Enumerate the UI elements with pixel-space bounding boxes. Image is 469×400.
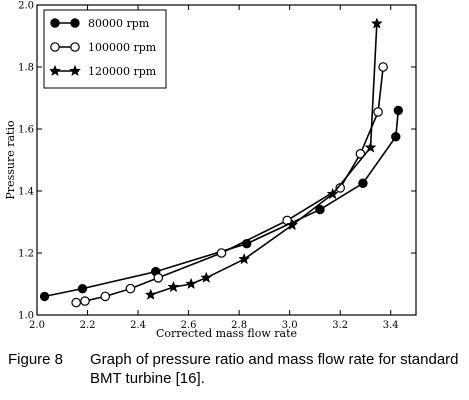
data-point — [100, 291, 111, 302]
data-point — [326, 187, 339, 200]
data-point — [144, 288, 157, 300]
data-point — [378, 62, 388, 72]
x-tick-label: 2.8 — [231, 320, 247, 331]
legend-label: 100000 rpm — [88, 41, 157, 54]
legend-entry: 100000 rpm — [50, 41, 157, 54]
y-tick-label: 1.8 — [18, 63, 34, 74]
x-tick-label: 3.4 — [383, 320, 399, 331]
x-tick-label: 2.0 — [29, 320, 45, 331]
series-2 — [144, 17, 383, 300]
legend-entries: 80000 rpm 100000 rpm 120000 rpm — [48, 17, 157, 78]
plot-frame — [36, 4, 417, 316]
data-point — [167, 280, 180, 293]
x-axis-label: Corrected mass flow rate — [156, 327, 297, 340]
legend-entry: 80000 rpm — [50, 17, 150, 30]
x-tick-label: 2.6 — [181, 320, 197, 331]
series-0 — [39, 105, 404, 302]
data-point — [39, 291, 50, 302]
data-point — [185, 277, 198, 290]
data-point — [391, 132, 401, 142]
data-point — [125, 283, 136, 294]
legend-marker — [50, 18, 60, 28]
series-line — [150, 23, 378, 296]
y-tick-label: 1.2 — [18, 249, 34, 260]
y-axis-label: Pressure ratio — [4, 120, 17, 200]
legend-marker — [48, 64, 62, 77]
data-point — [200, 271, 213, 283]
legend-marker — [50, 42, 60, 52]
legend-marker — [68, 64, 82, 77]
data-point — [71, 297, 81, 308]
data-point — [286, 218, 299, 231]
y-tick-label: 2.0 — [18, 1, 34, 12]
legend-label: 80000 rpm — [88, 17, 150, 30]
x-tick-label: 3.0 — [282, 320, 298, 331]
data-point — [315, 204, 325, 215]
x-tick-label: 3.2 — [332, 320, 348, 331]
data-point — [370, 17, 383, 29]
data-point — [238, 252, 251, 265]
data-point — [358, 178, 368, 188]
data-point — [153, 272, 164, 283]
y-tick-label: 1.0 — [18, 311, 34, 322]
caption-text: Graph of pressure ratio and mass flow ra… — [90, 351, 459, 387]
data-point — [77, 283, 88, 294]
series-layer — [39, 17, 404, 308]
data-point — [393, 105, 404, 116]
y-tick-label: 1.4 — [18, 187, 34, 198]
legend-entry: 120000 rpm — [48, 64, 157, 78]
legend-label: 120000 rpm — [88, 65, 157, 78]
legend-marker — [70, 18, 80, 28]
axis-ticks: 2.0 2.2 2.4 2.6 2.8 3.0 3.2 3.4 1.0 1.2 1.4 1.6 1.8 2… — [18, 1, 416, 331]
series-line — [44, 110, 400, 298]
data-point — [373, 107, 383, 117]
y-tick-label: 1.6 — [18, 125, 34, 136]
legend-marker — [70, 42, 80, 52]
caption-number: Figure 8 — [8, 351, 64, 368]
x-tick-label: 2.4 — [130, 320, 146, 331]
data-point — [282, 215, 292, 226]
legend: 80000 rpm 100000 rpm 120000 rpm — [43, 9, 167, 89]
data-point — [364, 141, 377, 153]
x-tick-label: 2.2 — [80, 320, 96, 331]
data-point — [216, 248, 227, 258]
data-point — [80, 296, 90, 306]
